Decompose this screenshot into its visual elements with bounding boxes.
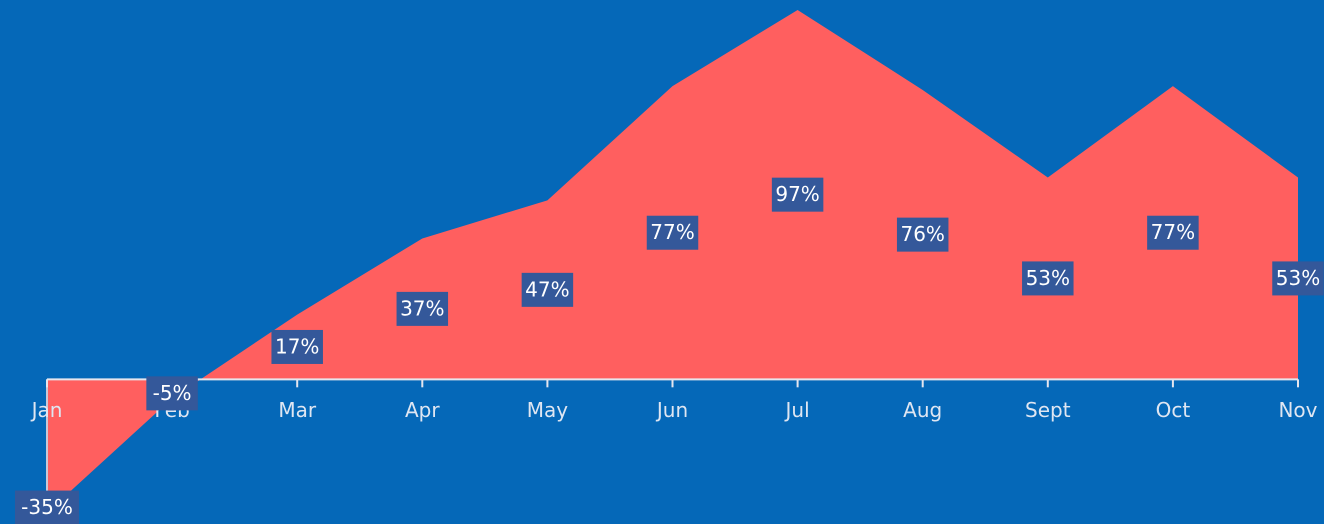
area [47, 10, 1298, 513]
value-label: 47% [525, 277, 569, 301]
x-tick-label: Jul [784, 398, 810, 422]
value-label-box [1272, 261, 1324, 296]
value-label-box [521, 272, 574, 307]
x-tick-label: Jan [30, 398, 63, 422]
value-label-box [271, 329, 323, 364]
x-tick-label: Sept [1025, 398, 1071, 422]
value-label: 97% [775, 182, 819, 206]
value-label: 53% [1276, 266, 1320, 290]
value-label-box [396, 291, 449, 326]
value-label: -35% [21, 495, 73, 519]
value-label: 17% [275, 334, 319, 358]
x-tick-label: Jun [655, 398, 688, 422]
value-label-box [646, 215, 699, 250]
x-tick-label: Apr [405, 398, 440, 422]
value-label: 37% [400, 296, 444, 320]
x-tick-label: Nov [1278, 398, 1317, 422]
value-label-box [146, 376, 198, 411]
value-label-box [896, 217, 949, 252]
x-tick-label: Mar [278, 398, 317, 422]
value-label-box [771, 177, 824, 212]
value-label: -5% [153, 381, 192, 405]
value-label: 77% [650, 220, 694, 244]
x-tick-label: May [527, 398, 569, 422]
x-tick-label: Aug [903, 398, 942, 422]
value-label: 53% [1026, 266, 1070, 290]
value-label-box [15, 490, 79, 524]
value-label: 77% [1151, 220, 1195, 244]
value-label-box [1147, 215, 1199, 250]
x-tick-label: Oct [1156, 398, 1191, 422]
value-label-box [1022, 261, 1074, 296]
value-label: 76% [900, 222, 944, 246]
